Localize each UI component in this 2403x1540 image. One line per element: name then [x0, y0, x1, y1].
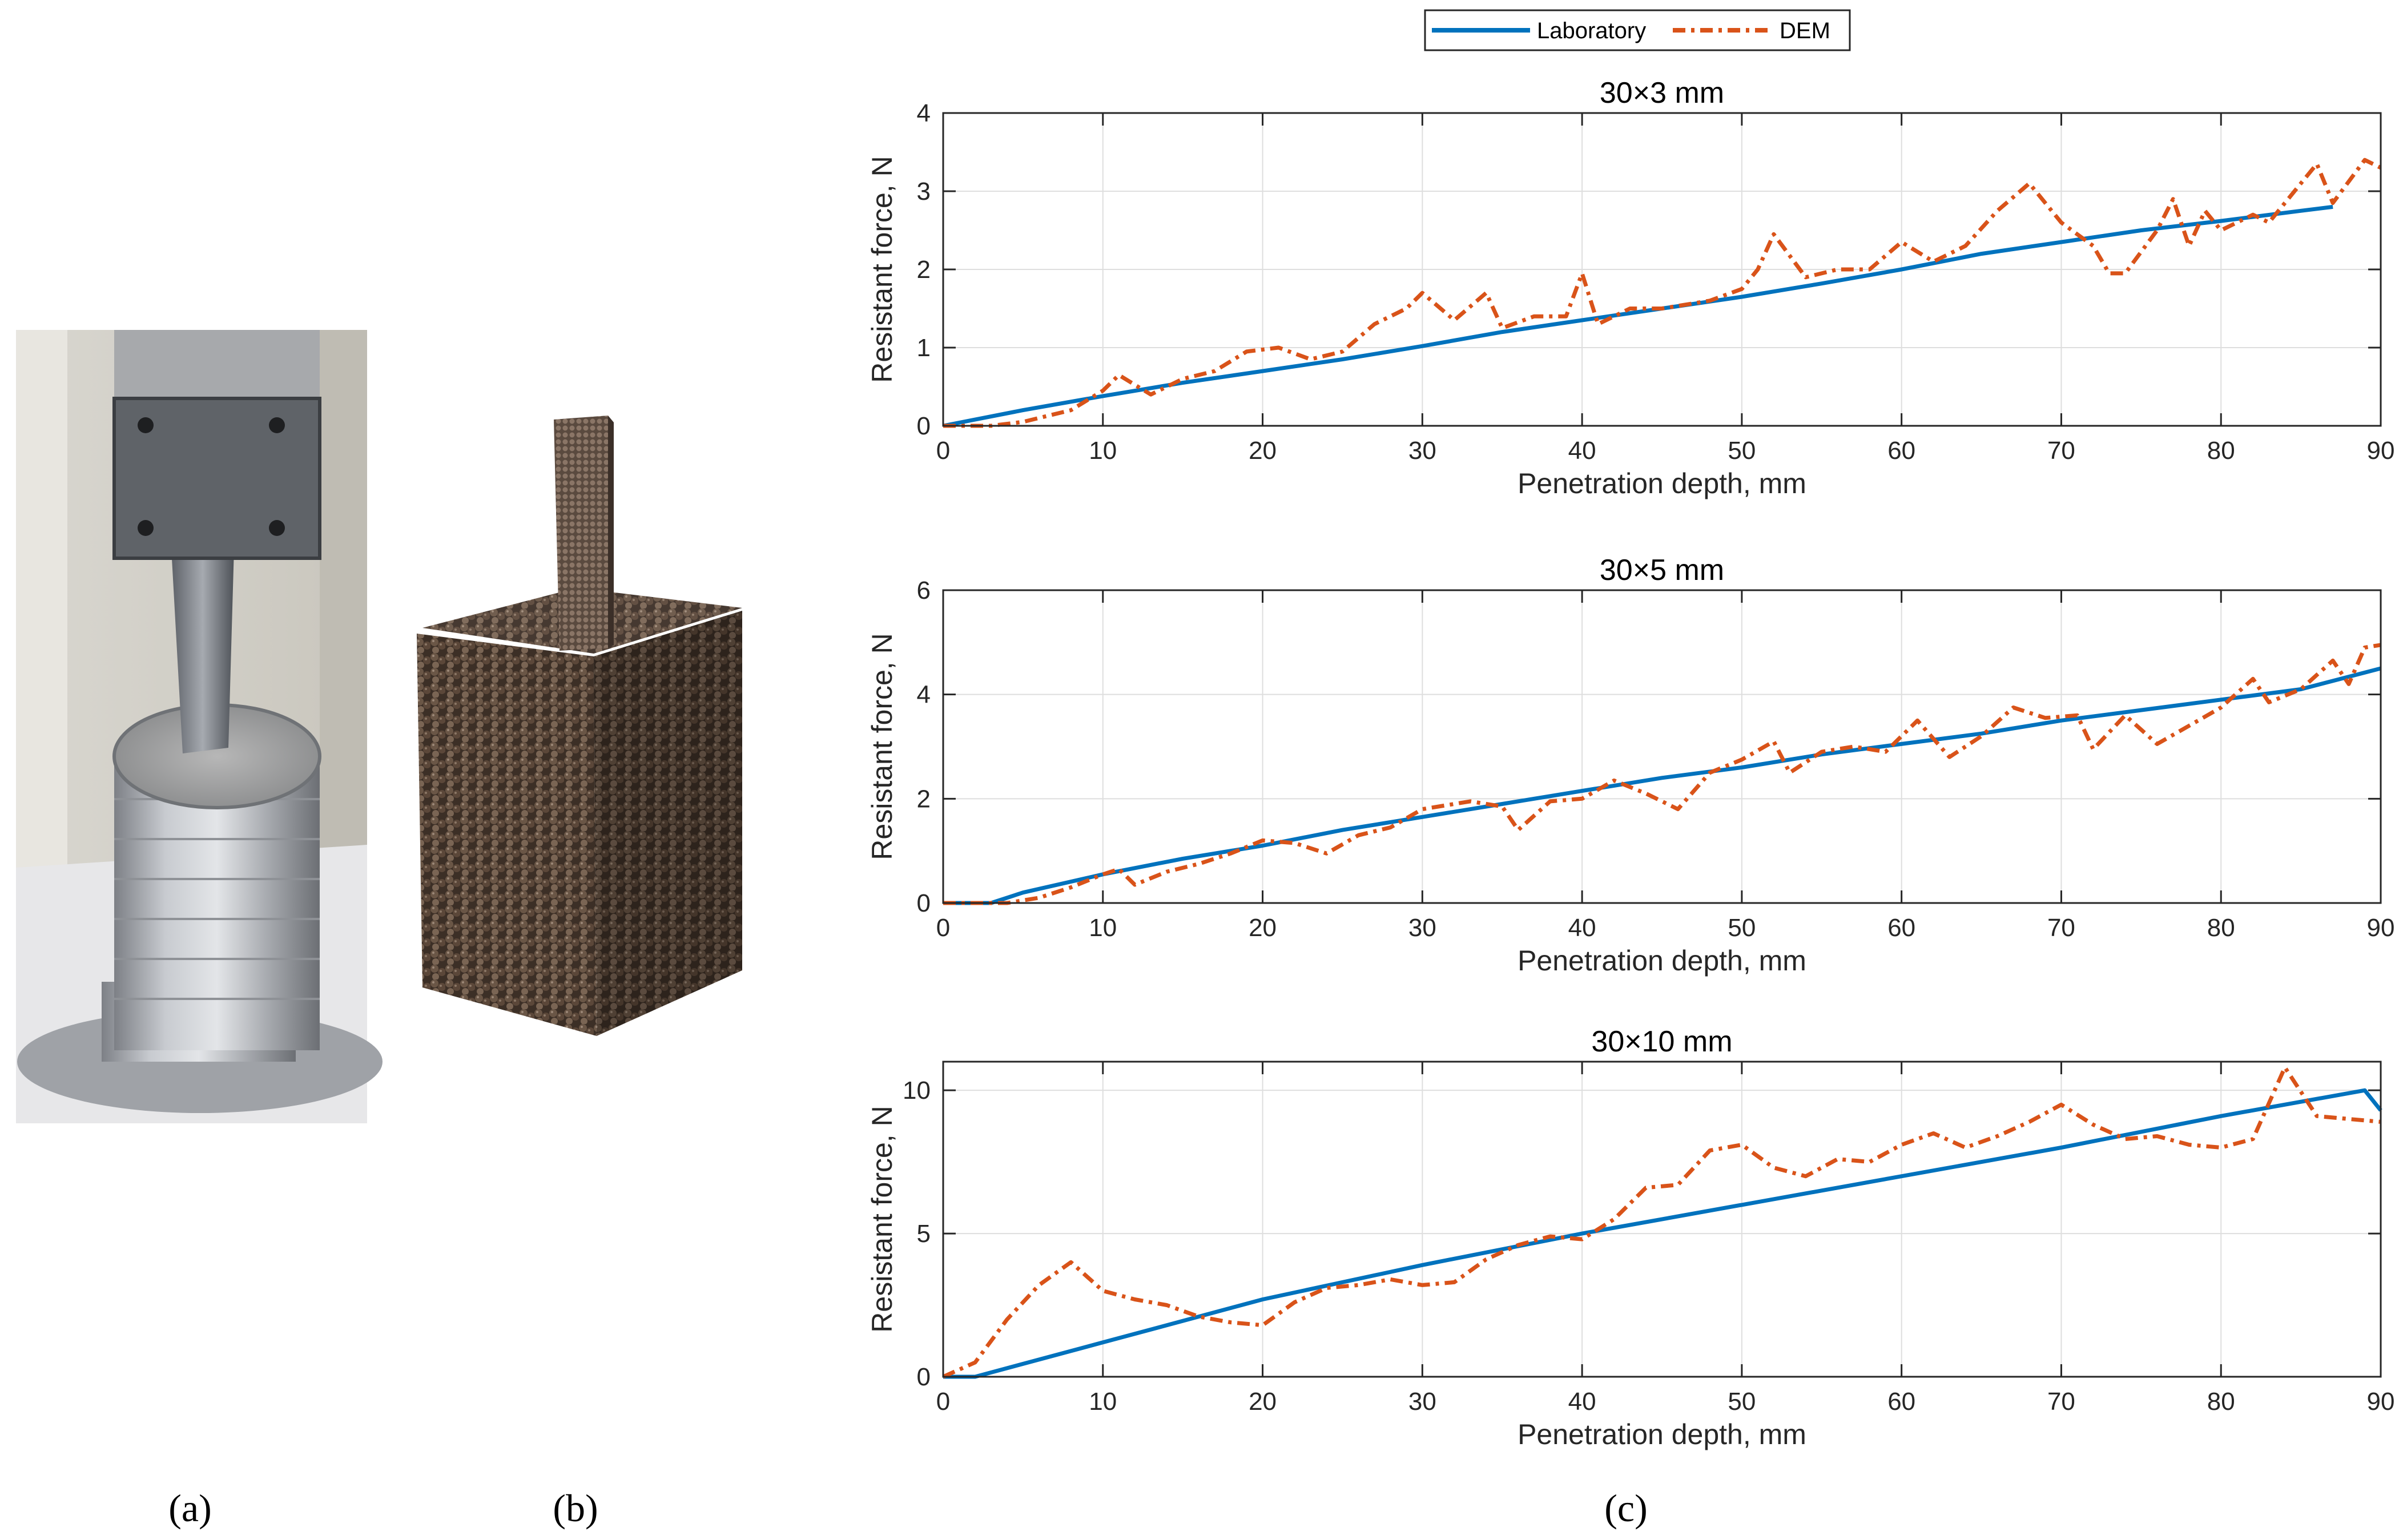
x-tick-label: 0	[936, 914, 950, 942]
chart-30x10: 0 10 20 30 40 50 60 70 80 90 0 5 10 30×10 mm Penetrati…	[866, 1025, 2394, 1450]
series-dem-line	[943, 643, 2381, 905]
x-tick-label: 80	[2207, 1388, 2235, 1416]
series-dem-line	[942, 1065, 2381, 1379]
x-tick-label: 0	[936, 437, 950, 465]
chart-30x3: 0 10 20 30 40 50 60 70 80 90 0 1 2 3 4 30×3 mm Penetrati…	[866, 76, 2394, 499]
x-tick-label: 20	[1249, 914, 1277, 942]
y-axis-label: Resistant force, N	[866, 633, 898, 860]
chart-title: 30×10 mm	[1591, 1025, 1732, 1058]
x-tick-label: 50	[1728, 914, 1756, 942]
series-dem-line	[943, 158, 2382, 428]
x-tick-label: 50	[1728, 437, 1756, 465]
x-tick-label: 20	[1249, 1388, 1277, 1416]
chart-title: 30×5 mm	[1600, 554, 1724, 587]
x-tick-label: 70	[2047, 437, 2075, 465]
penetration-test-photo-icon	[16, 330, 383, 1123]
x-tick-label: 70	[2047, 914, 2075, 942]
x-tick-label: 60	[1887, 1388, 1915, 1416]
y-tick-label: 1	[917, 334, 931, 362]
x-tick-label: 30	[1408, 914, 1436, 942]
y-tick-label: 2	[917, 785, 931, 813]
x-axis-label: Penetration depth, mm	[1518, 1418, 1806, 1450]
plot-area	[943, 590, 2381, 903]
y-tick-label: 0	[917, 412, 931, 440]
x-tick-label: 10	[1089, 437, 1117, 465]
x-tick-label: 0	[936, 1388, 950, 1416]
legend-laboratory-label: Laboratory	[1537, 18, 1646, 43]
x-axis-label: Penetration depth, mm	[1518, 945, 1806, 977]
y-tick-label: 0	[917, 1363, 931, 1391]
panel-label-a: (a)	[168, 1486, 211, 1530]
y-tick-label: 6	[917, 577, 931, 604]
x-tick-label: 20	[1249, 437, 1277, 465]
x-tick-label: 80	[2207, 914, 2235, 942]
y-axis-label: Resistant force, N	[866, 1106, 898, 1332]
y-tick-label: 2	[917, 256, 931, 284]
x-tick-label: 90	[2367, 1388, 2395, 1416]
x-tick-label: 40	[1568, 1388, 1596, 1416]
x-tick-label: 90	[2367, 437, 2395, 465]
panel-label-b: (b)	[553, 1486, 598, 1530]
x-tick-label: 60	[1887, 437, 1915, 465]
x-tick-label: 10	[1089, 914, 1117, 942]
chart-30x5: 0 10 20 30 40 50 60 70 80 90 0 2 4 6 30×5 mm Penetratio…	[866, 554, 2394, 977]
chart-title: 30×3 mm	[1600, 76, 1724, 110]
y-tick-label: 4	[917, 99, 931, 127]
x-tick-label: 70	[2047, 1388, 2075, 1416]
x-tick-label: 90	[2367, 914, 2395, 942]
render-b	[417, 416, 742, 1036]
y-tick-label: 4	[917, 681, 931, 709]
x-tick-label: 60	[1887, 914, 1915, 942]
x-tick-label: 10	[1089, 1388, 1117, 1416]
photo-a	[16, 330, 383, 1123]
legend: Laboratory DEM	[1424, 9, 1851, 51]
dem-particle-block-icon	[417, 416, 742, 1036]
axes-frame	[942, 589, 2382, 904]
y-tick-label: 5	[917, 1220, 931, 1248]
panel-label-c: (c)	[1604, 1486, 1647, 1530]
axes-frame	[942, 1061, 2382, 1378]
y-axis-label: Resistant force, N	[866, 156, 898, 382]
x-tick-label: 40	[1568, 914, 1596, 942]
x-axis-label: Penetration depth, mm	[1518, 467, 1806, 499]
y-tick-label: 0	[917, 889, 931, 917]
x-tick-label: 30	[1408, 1388, 1436, 1416]
x-tick-label: 30	[1408, 437, 1436, 465]
x-tick-label: 40	[1568, 437, 1596, 465]
y-tick-label: 10	[903, 1077, 931, 1104]
y-tick-label: 3	[917, 178, 931, 205]
legend-dem-label: DEM	[1780, 18, 1830, 43]
x-tick-label: 50	[1728, 1388, 1756, 1416]
series-laboratory-line	[943, 1088, 2382, 1379]
x-tick-label: 80	[2207, 437, 2235, 465]
